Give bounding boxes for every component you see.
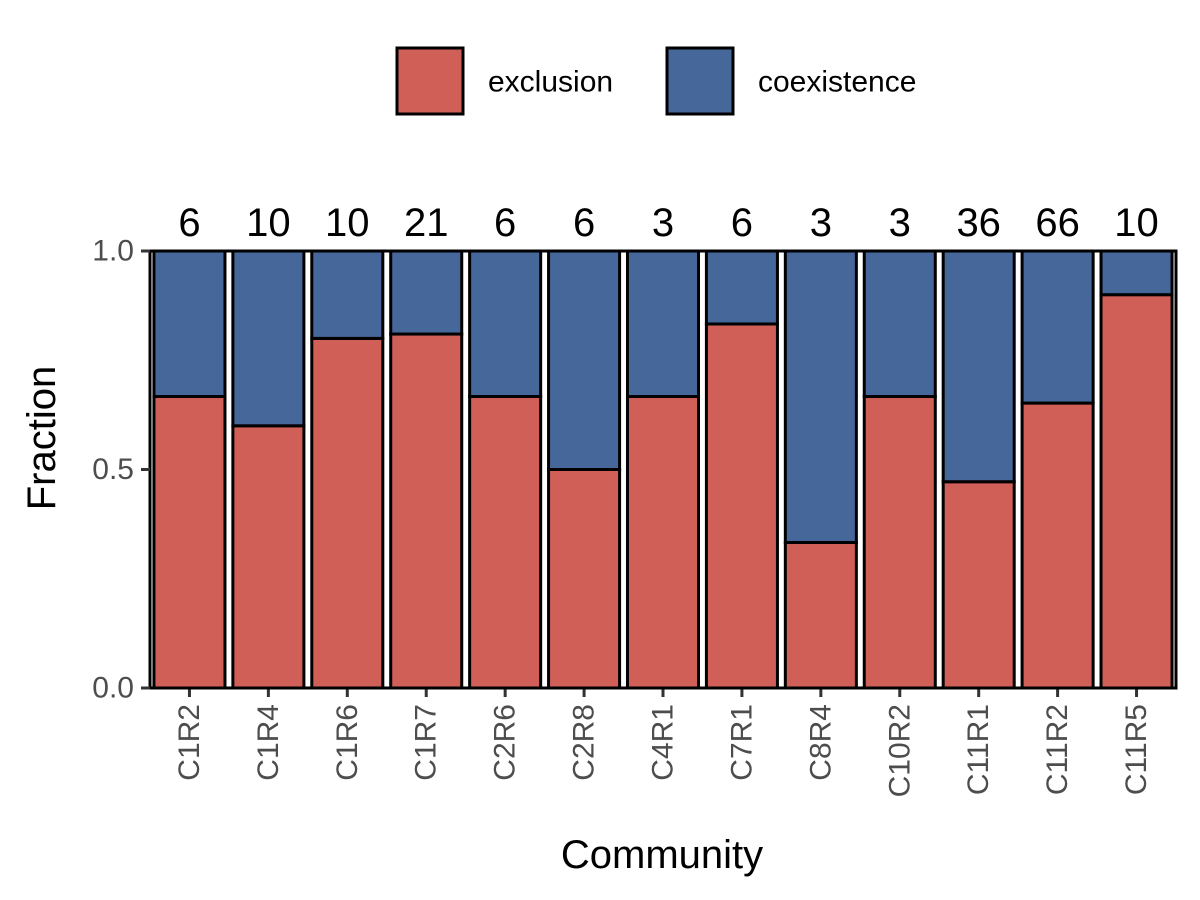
count-label-c11r2: 66 xyxy=(1035,201,1080,245)
legend-key-exclusion xyxy=(395,46,465,116)
bar-coexistence-c11r2 xyxy=(1020,249,1095,405)
x-tick-label-c7r1: C7R1 xyxy=(725,704,758,781)
y-axis-title: Fraction xyxy=(20,366,64,511)
bar-coexistence-c2r6 xyxy=(468,249,543,399)
legend: exclusion coexistence xyxy=(395,46,916,116)
x-tick-label-c4r1: C4R1 xyxy=(647,704,680,781)
count-label-c2r6: 6 xyxy=(494,201,516,245)
bar-exclusion-c2r8 xyxy=(547,468,622,690)
bar-coexistence-c1r4 xyxy=(231,249,306,428)
bar-coexistence-c7r1 xyxy=(704,249,779,326)
x-tick-label-c11r5: C11R5 xyxy=(1120,704,1153,795)
x-tick-label-c11r1: C11R1 xyxy=(962,704,995,795)
x-tick-label-c2r6: C2R6 xyxy=(489,704,522,781)
y-tick-label-0.5: 0.5 xyxy=(92,453,134,486)
count-label-c1r2: 6 xyxy=(178,201,200,245)
x-tick-label-c1r6: C1R6 xyxy=(331,704,364,781)
count-label-c2r8: 6 xyxy=(573,201,595,245)
count-label-c10r2: 3 xyxy=(889,201,911,245)
bar-exclusion-c8r4 xyxy=(783,540,858,690)
legend-key-coexistence xyxy=(665,46,735,116)
bar-coexistence-c11r5 xyxy=(1099,249,1174,297)
bar-coexistence-c1r7 xyxy=(389,249,464,336)
legend-label-exclusion: exclusion xyxy=(488,66,613,99)
y-tick-label-1.0: 1.0 xyxy=(92,235,134,268)
x-tick-label-c11r2: C11R2 xyxy=(1041,704,1074,795)
bar-exclusion-c1r6 xyxy=(310,336,385,690)
x-axis-title: Community xyxy=(561,833,763,877)
count-label-c1r4: 10 xyxy=(246,201,291,245)
x-tick-label-c1r2: C1R2 xyxy=(173,704,206,781)
bar-coexistence-c10r2 xyxy=(862,249,937,399)
count-label-c7r1: 6 xyxy=(731,201,753,245)
count-label-c8r4: 3 xyxy=(810,201,832,245)
bar-exclusion-c7r1 xyxy=(704,322,779,690)
count-label-c11r1: 36 xyxy=(956,201,1001,245)
bar-coexistence-c1r2 xyxy=(152,249,227,399)
count-label-c1r7: 21 xyxy=(404,201,449,245)
bar-coexistence-c1r6 xyxy=(310,249,385,340)
x-tick-label-c8r4: C8R4 xyxy=(804,704,837,781)
bar-coexistence-c4r1 xyxy=(625,249,701,399)
count-label-c11r5: 10 xyxy=(1114,201,1159,245)
count-labels: 6 10 10 21 6 6 3 6 3 3 36 66 10 xyxy=(178,201,1158,245)
count-label-c1r6: 10 xyxy=(325,201,370,245)
bars xyxy=(152,249,1174,690)
bar-exclusion-c2r6 xyxy=(468,395,543,690)
bar-exclusion-c1r2 xyxy=(152,395,227,690)
bar-coexistence-c11r1 xyxy=(941,249,1016,484)
bar-coexistence-c2r8 xyxy=(547,249,622,471)
bar-exclusion-c4r1 xyxy=(625,395,701,690)
legend-label-coexistence: coexistence xyxy=(758,66,916,99)
count-label-c4r1: 3 xyxy=(652,201,674,245)
x-tick-label-c2r8: C2R8 xyxy=(568,704,601,781)
bar-exclusion-c11r2 xyxy=(1020,401,1095,690)
bar-exclusion-c11r5 xyxy=(1099,293,1174,690)
bar-exclusion-c10r2 xyxy=(862,395,937,690)
x-tick-label-c10r2: C10R2 xyxy=(883,704,916,797)
y-tick-label-0.0: 0.0 xyxy=(92,672,134,705)
bar-exclusion-c11r1 xyxy=(941,480,1016,690)
bar-exclusion-c1r4 xyxy=(231,424,306,690)
x-tick-label-c1r4: C1R4 xyxy=(252,704,285,781)
bar-exclusion-c1r7 xyxy=(389,332,464,690)
x-tick-label-c1r7: C1R7 xyxy=(410,704,443,781)
bar-coexistence-c8r4 xyxy=(783,249,858,544)
axes: C1R2 C1R4 C1R6 C1R7 C2R6 C2R8 C4R1 C7R1 C8R4 C10R… xyxy=(92,235,1178,797)
